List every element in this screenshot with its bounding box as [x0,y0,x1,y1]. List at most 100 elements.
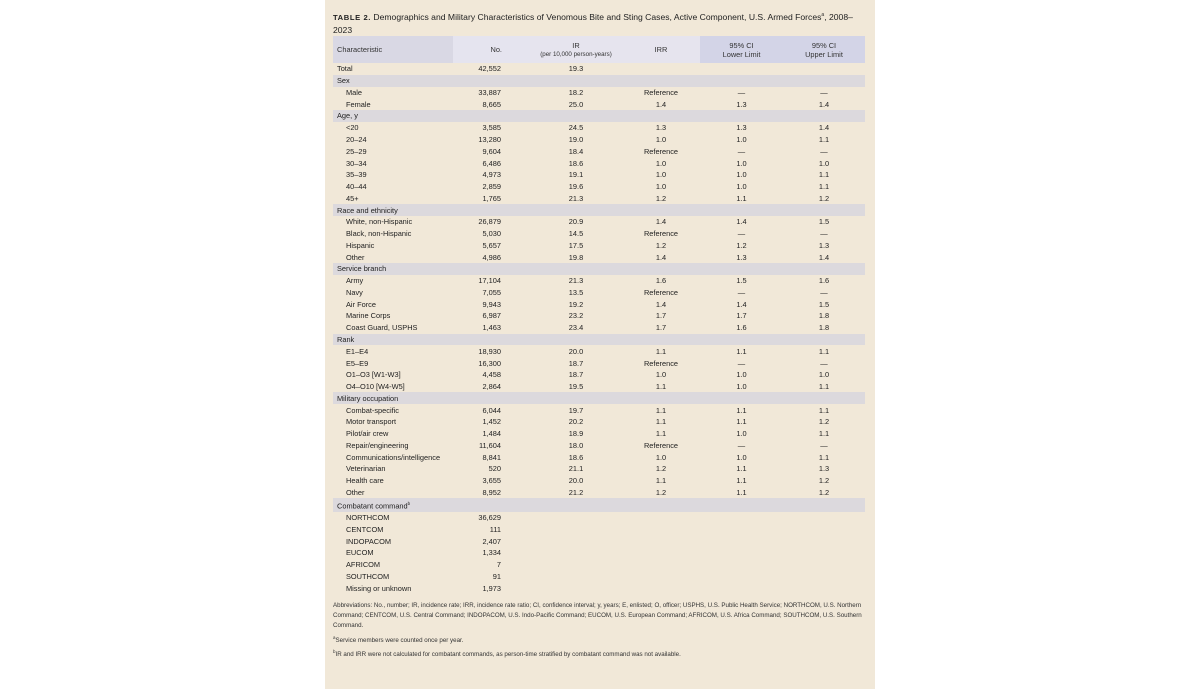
table-row: 45+ 1,765 21.3 1.2 1.1 1.2 [333,192,865,204]
cell-count: 16,300 [478,358,501,368]
cell-ci-lower [700,512,783,524]
document-page: TABLE 2. Demographics and Military Chara… [325,0,875,689]
table-row: Combat-specific 6,044 19.7 1.1 1.1 1.1 [333,404,865,416]
column-header-label: IRR [654,45,668,54]
table-title-text: Demographics and Military Characteristic… [373,11,822,22]
cell-ir: 21.2 [568,487,584,497]
cell-count: 8,665 [482,99,502,109]
cell-ir: 18.2 [568,87,584,97]
cell-ci-upper [783,559,865,571]
cell-irr [622,524,700,536]
cell-irr: Reference [643,87,679,97]
cell-ir: 18.6 [568,452,584,462]
column-header-sublabel: (per 10,000 person-years) [540,50,612,58]
group-label-text: Service branch [337,264,387,274]
cell-ir: 20.2 [568,417,584,427]
table-row: Coast Guard, USPHS 1,463 23.4 1.7 1.6 1.8 [333,322,865,334]
cell-count: 11,604 [478,440,501,450]
cell-characteristic: EUCOM [346,548,374,558]
cell-irr: 1.4 [655,217,667,227]
cell-ci-upper: — [820,287,828,297]
cell-ir: 19.5 [568,382,584,392]
cell-count: 26,879 [478,217,501,227]
table-row: E5–E9 16,300 18.7 Reference — — [333,357,865,369]
cell-count: 3,655 [482,476,502,486]
cell-ci-lower: 1.0 [736,429,747,439]
cell-irr: 1.1 [655,382,667,392]
cell-ir: 25.0 [568,99,584,109]
cell-ir: 18.7 [568,358,584,368]
table-group-row: Race and ethnicity [333,204,865,216]
cell-ci-upper [783,582,865,594]
cell-ir: 18.4 [568,146,584,156]
cell-irr: 1.0 [655,134,667,144]
cell-ci-upper: 1.3 [818,464,830,474]
cell-ir [530,582,622,594]
table-group-row: Service branch [333,263,865,275]
table-row: 25–29 9,604 18.4 Reference — — [333,145,865,157]
cell-count: 5,030 [482,229,502,239]
cell-count: 4,458 [482,370,502,380]
cell-ci-upper: 1.1 [818,182,830,192]
cell-irr: Reference [643,440,679,450]
cell-count: 1,452 [482,417,502,427]
cell-ci-upper: 1.1 [818,452,830,462]
cell-characteristic: Navy [346,287,363,297]
cell-ci-upper: 1.3 [818,240,830,250]
footnote-b-mark: b [333,648,336,654]
column-header-ci-lower: 95% CI Lower Limit [700,36,783,63]
cell-ir: 19.8 [568,252,584,262]
cell-characteristic: 20–24 [346,134,367,144]
group-label: Military occupation [333,392,865,405]
cell-characteristic: Marine Corps [346,311,391,321]
table-row: Female 8,665 25.0 1.4 1.3 1.4 [333,98,865,110]
cell-irr: 1.7 [655,323,667,333]
cell-count: 9,943 [482,299,502,309]
cell-irr: 1.2 [655,487,667,497]
cell-ir: 19.1 [568,170,584,180]
cell-count: 1,484 [482,429,502,439]
cell-count: 8,841 [482,452,502,462]
cell-ir: 20.9 [568,217,584,227]
cell-characteristic: 35–39 [346,170,367,180]
cell-ci-lower [700,524,783,536]
cell-ci-lower: 1.4 [736,217,747,227]
cell-characteristic: <20 [346,123,359,133]
group-label: Sex [333,74,865,87]
table-title: TABLE 2. Demographics and Military Chara… [333,9,868,36]
column-header-label: 95% CI [811,40,837,50]
footnote-b-text: IR and IRR were not calculated for comba… [335,650,681,658]
column-header-label: 95% CI [729,40,754,50]
cell-ir [530,547,622,559]
cell-ci-lower: 1.1 [736,193,747,203]
table-row: 20–24 13,280 19.0 1.0 1.0 1.1 [333,134,865,146]
cell-characteristic: Veterinarian [346,464,386,474]
footnote-marker: a [821,12,825,18]
table-row: SOUTHCOM 91 [333,571,865,583]
cell-ci-lower: 1.0 [736,170,747,180]
cell-count: 2,407 [482,536,502,546]
group-label-text: Military occupation [337,393,399,403]
cell-characteristic: Hispanic [346,240,375,250]
table-row: E1–E4 18,930 20.0 1.1 1.1 1.1 [333,345,865,357]
table-group-row: Military occupation [333,392,865,405]
cell-irr: Reference [643,229,679,239]
cell-ci-upper: 1.2 [818,487,830,497]
cell-count: 2,859 [482,182,502,192]
cell-ci-lower [700,571,783,583]
cell-ci-lower [700,535,783,547]
cell-characteristic: Total [337,64,353,74]
cell-ir: 21.1 [568,464,584,474]
cell-characteristic: Motor transport [346,417,397,427]
table-row: <20 3,585 24.5 1.3 1.3 1.4 [333,122,865,134]
cell-irr [622,512,700,524]
column-header-label: Characteristic [337,45,383,54]
cell-count: 36,629 [478,513,501,523]
cell-count: 6,486 [482,158,502,168]
cell-count: 9,604 [482,146,502,156]
cell-characteristic: NORTHCOM [346,513,390,523]
cell-ci-upper: 1.1 [818,346,830,356]
cell-irr: 1.0 [655,182,667,192]
cell-irr: 1.2 [655,240,667,250]
cell-ci-upper: 1.1 [818,429,830,439]
